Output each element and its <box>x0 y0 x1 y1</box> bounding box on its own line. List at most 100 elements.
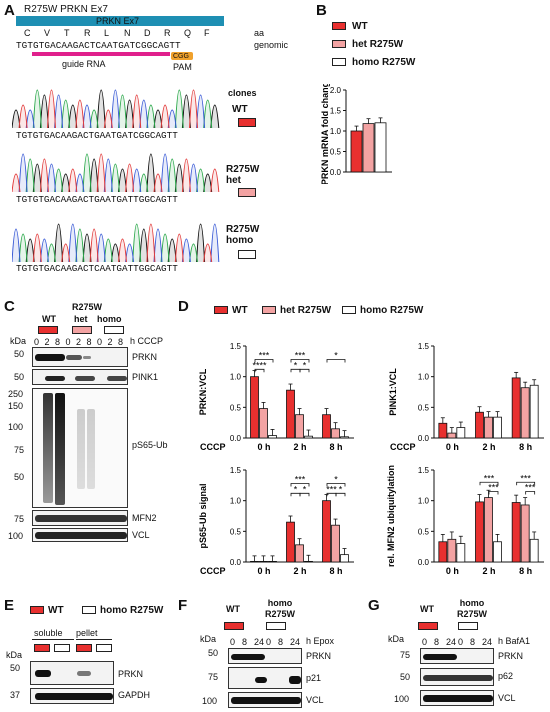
c-group-label: R275W <box>72 302 103 312</box>
lane-label: 8 <box>434 637 440 647</box>
chart-mfn2-ub: 0.0 0.5 1.0 1.5 rel. MFN2 ubiquitylation 0 h 2… <box>386 465 544 576</box>
c-swatch-het <box>72 326 92 334</box>
x-tick-label: 0 h <box>257 442 270 452</box>
y-tick-label: 1.0 <box>418 373 430 382</box>
legend-b-het-swatch <box>332 40 346 48</box>
g-blot-label-prkn: PRKN <box>498 651 524 661</box>
y-tick-label: 1.5 <box>230 466 242 475</box>
blot-c-mfn2 <box>32 510 128 526</box>
e-marker-1: 50 <box>10 663 21 673</box>
aa-letter: V <box>44 28 51 38</box>
y-tick-label: 0.5 <box>330 148 342 157</box>
x-prefix-label: CCCP <box>200 566 226 576</box>
bar <box>362 123 375 173</box>
lane-label: 2 <box>44 337 50 347</box>
legend-d-homo-swatch <box>342 306 356 314</box>
g-swatch-wt <box>418 622 438 630</box>
lane-label: 8 <box>242 637 248 647</box>
c-marker-3: 250 <box>8 389 24 399</box>
e-fraction-soluble: soluble <box>34 628 63 638</box>
blot-c-pink1 <box>32 369 128 385</box>
f-marker-1: 50 <box>208 648 219 658</box>
clone-swatch-wt <box>238 118 256 127</box>
trace-peak <box>32 153 213 193</box>
significance-bracket <box>290 483 310 487</box>
x-prefix-label: CCCP <box>200 442 226 452</box>
significance-label: *** <box>295 350 306 360</box>
legend-d-het: het R275W <box>280 305 332 316</box>
c-group-homo: homo <box>97 314 122 324</box>
x-tick-label: 2 h <box>482 442 495 452</box>
lane-label: 8 <box>55 337 61 347</box>
f-lane-labels: 0 8 24 0 8 24 <box>230 637 304 647</box>
y-axis-label: PRKN:VCL <box>198 368 208 415</box>
y-tick-label: 0.0 <box>330 168 342 177</box>
lane-label: 0 <box>266 637 272 647</box>
chart-pink1-vcl: 0.0 0.5 1.0 1.5 PINK1:VCL 0 h 2 h 8 h CCCP <box>388 342 544 452</box>
guide-rna-bar <box>32 52 170 56</box>
bar <box>475 411 484 439</box>
genomic-sequence: TGTGTGACAAGACTCAATGATCGGCAGTT <box>16 40 181 51</box>
f-kda-label: kDa <box>200 634 217 644</box>
c-marker-4: 150 <box>8 401 24 411</box>
trace-peak <box>12 153 220 193</box>
e-swatch-wt-2 <box>76 644 92 652</box>
blot-g-p62 <box>420 668 494 686</box>
e-swatch-homo-2 <box>96 644 112 652</box>
e-kda-label: kDa <box>6 650 23 660</box>
x-tick-label: 0 h <box>446 566 459 576</box>
legend-d-het-swatch <box>262 306 276 314</box>
clones-label: clones <box>228 88 257 98</box>
c-treatment: h CCCP <box>130 336 164 346</box>
lane-label: 8 <box>118 337 124 347</box>
c-blot-label-ps65ub: pS65-Ub <box>132 440 168 450</box>
significance-label: *** <box>259 350 270 360</box>
trace-peak <box>12 223 220 263</box>
bar <box>340 436 349 439</box>
g-kda-label: kDa <box>388 634 405 644</box>
significance-bracket <box>299 492 310 497</box>
legend-b-het: het R275W <box>352 39 404 50</box>
y-tick-label: 1.0 <box>230 497 242 506</box>
x-tick-label: 8 h <box>519 566 532 576</box>
c-swatch-homo <box>104 326 124 334</box>
y-tick-label: 1.0 <box>418 497 430 506</box>
e-blot-label-prkn: PRKN <box>118 669 144 679</box>
significance-bracket <box>254 359 274 363</box>
significance-bracket <box>326 483 346 487</box>
bar <box>295 544 304 563</box>
g-swatch-homo <box>458 622 478 630</box>
exon-label: PRKN Ex7 <box>96 16 140 26</box>
bar <box>340 554 349 563</box>
significance-label: *** <box>488 482 499 492</box>
g-blot-label-p62: p62 <box>498 671 514 681</box>
bar <box>331 428 340 439</box>
bar <box>286 521 295 563</box>
bar <box>304 435 313 439</box>
legend-e-homo-swatch <box>82 606 96 614</box>
bar <box>511 502 521 563</box>
x-tick-label: 8 h <box>329 566 342 576</box>
x-tick-label: 8 h <box>329 442 342 452</box>
c-group-het: het <box>74 314 88 324</box>
y-tick-label: 1.5 <box>330 107 342 116</box>
panel-label-b: B <box>316 2 327 19</box>
x-prefix-label: CCCP <box>390 442 416 452</box>
y-tick-label: 0.0 <box>418 434 430 443</box>
c-marker-1: 50 <box>14 349 25 359</box>
bar <box>447 432 457 439</box>
significance-bracket <box>335 492 346 497</box>
significance-bracket <box>479 481 499 486</box>
significance-label: * <box>334 474 338 484</box>
lane-label: 24 <box>482 637 493 647</box>
lane-label: 24 <box>446 637 457 647</box>
lane-label: 8 <box>86 337 92 347</box>
bar <box>250 376 259 439</box>
c-marker-2: 50 <box>14 372 25 382</box>
g-marker-1: 75 <box>400 650 411 660</box>
y-axis-label: rel. MFN2 ubiquitylation <box>386 465 396 567</box>
c-swatch-wt <box>38 326 58 334</box>
bar <box>484 497 493 563</box>
panel-label-d: D <box>178 298 189 315</box>
